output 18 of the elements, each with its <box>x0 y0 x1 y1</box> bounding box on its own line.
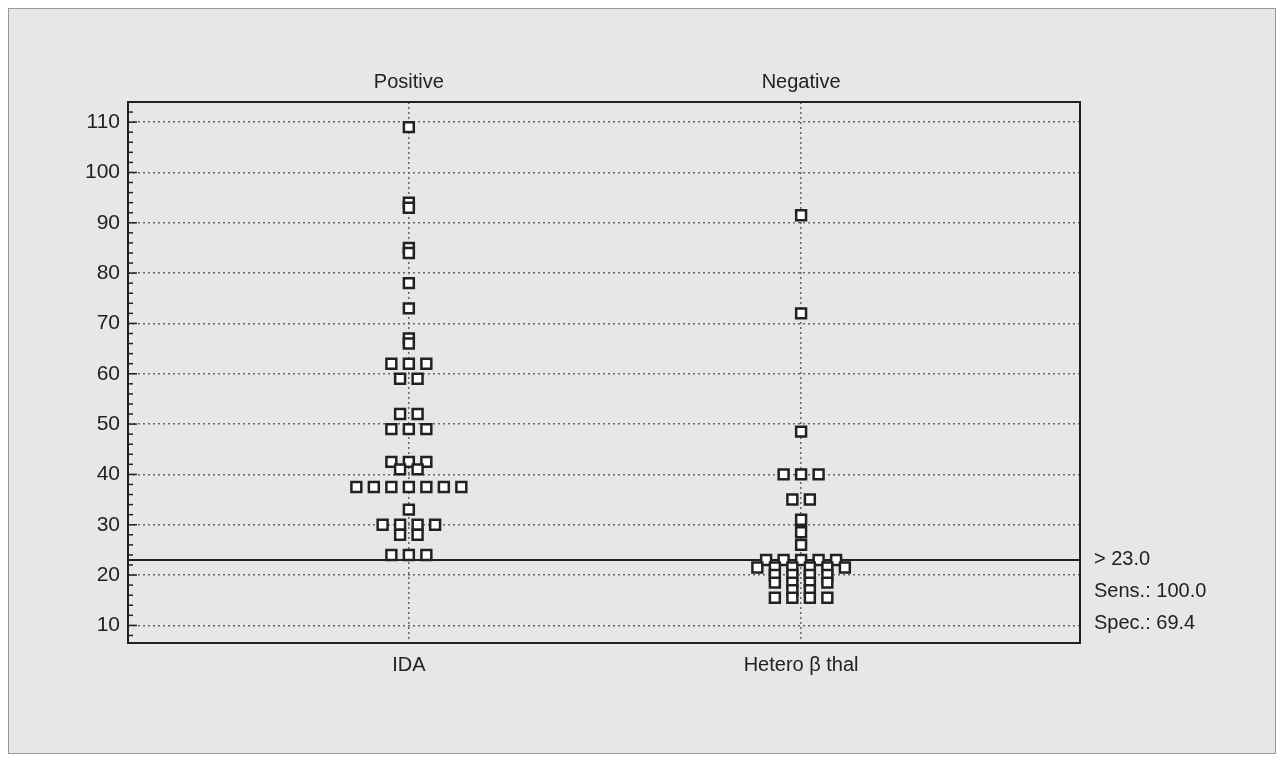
y-tick-label: 110 <box>86 108 120 132</box>
text: Negative <box>761 69 841 92</box>
text: Sens.: 100.0 <box>1094 579 1207 602</box>
y-tick-label: 70 <box>96 310 120 334</box>
text: Positive <box>373 69 444 92</box>
y-tick-label: 10 <box>96 612 120 636</box>
y-tick-label: 100 <box>84 159 120 183</box>
y-tick-label: 20 <box>96 561 120 585</box>
x-tick-label: IDA <box>392 652 427 675</box>
y-tick-label: 30 <box>96 511 120 535</box>
ref-line-label: > 23.0 <box>1094 547 1151 570</box>
x-tick-label: Hetero β thal <box>743 652 859 675</box>
y-tick-label: 80 <box>96 259 120 283</box>
y-tick-label: 40 <box>96 461 120 485</box>
y-tick-label: 90 <box>96 209 120 233</box>
y-tick-label: 50 <box>96 410 120 434</box>
y-tick-label: 60 <box>96 360 120 384</box>
text: Spec.: 69.4 <box>1094 611 1196 634</box>
